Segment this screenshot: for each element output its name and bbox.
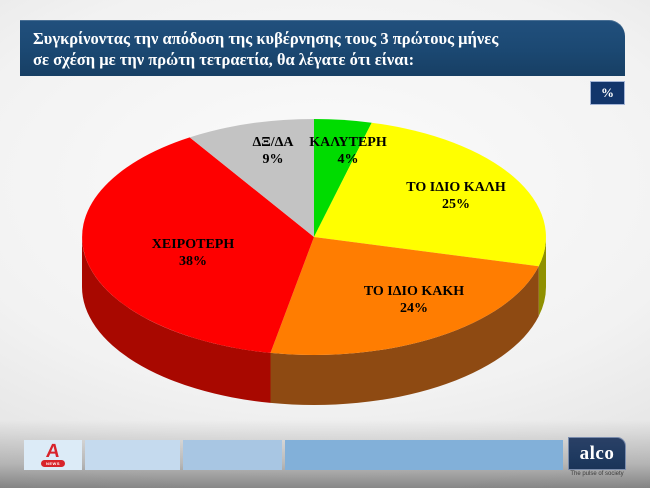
- slice-label-xeiroteri: ΧΕΙΡΟΤΕΡΗ 38%: [152, 236, 234, 270]
- alco-tagline: The pulse of society: [570, 471, 624, 477]
- slice-value: 4%: [337, 152, 359, 167]
- slice-value: 38%: [179, 254, 207, 269]
- slice-value: 24%: [399, 301, 428, 316]
- alco-logo-text: alco: [579, 443, 615, 464]
- footer-box-4: [285, 440, 563, 470]
- slice-value: 9%: [262, 152, 284, 167]
- question-line-1: Συγκρίνοντας την απόδοση της κυβέρνησης …: [33, 29, 499, 48]
- slice-name: ΤΟ ΙΔΙΟ ΚΑΚΗ: [363, 284, 465, 299]
- pie-3d-graphic: [82, 119, 546, 405]
- alco-logo: alco: [568, 437, 626, 470]
- slice-name: ΚΑΛΥΤΕΡΗ: [309, 135, 387, 150]
- slice-label-dx-da: ΔΞ/ΔΑ 9%: [252, 134, 293, 168]
- percent-unit-badge: %: [590, 81, 625, 105]
- alpha-letter-icon: A: [45, 440, 62, 462]
- question-banner: Συγκρίνοντας την απόδοση της κυβέρνησης …: [20, 20, 625, 76]
- slice-label-to-idio-kali: ΤΟ ΙΔΙΟ ΚΑΛΗ 25%: [406, 179, 505, 213]
- slice-name: ΔΞ/ΔΑ: [252, 135, 294, 150]
- alpha-tv-logo: A NEWS: [24, 440, 82, 470]
- slice-label-to-idio-kaki: ΤΟ ΙΔΙΟ ΚΑΚΗ 24%: [364, 283, 464, 317]
- slice-label-kalyteri: ΚΑΛΥΤΕΡΗ 4%: [309, 134, 386, 168]
- pie-chart: ΚΑΛΥΤΕΡΗ 4% ΤΟ ΙΔΙΟ ΚΑΛΗ 25% ΤΟ ΙΔΙΟ ΚΑΚ…: [0, 100, 650, 430]
- footer-box-3: [183, 440, 282, 470]
- slice-name: ΤΟ ΙΔΙΟ ΚΑΛΗ: [406, 180, 506, 195]
- slice-name: ΧΕΙΡΟΤΕΡΗ: [151, 237, 235, 252]
- slice-value: 25%: [442, 197, 470, 212]
- footer-box-2: [85, 440, 180, 470]
- question-line-2: σε σχέση με την πρώτη τετραετία, θα λέγα…: [33, 50, 415, 69]
- alpha-news-badge: NEWS: [41, 459, 65, 467]
